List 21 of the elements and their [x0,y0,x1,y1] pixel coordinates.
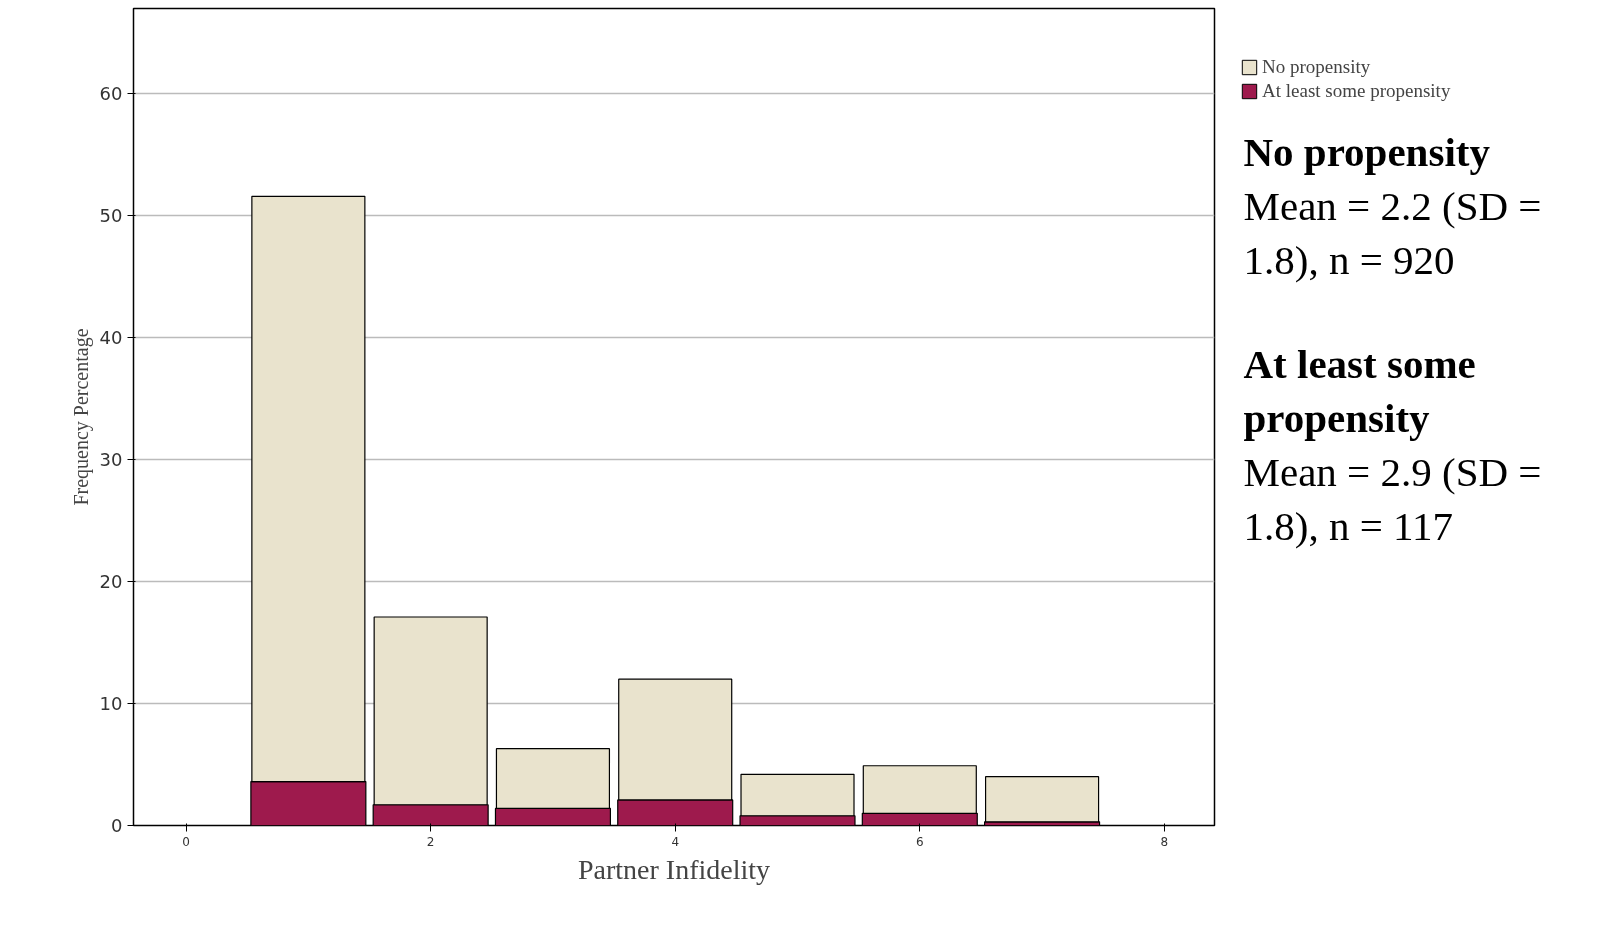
x-tick-label: 2 [426,834,435,849]
y-tick-label: 20 [99,571,123,593]
x-axis-title: Partner Infidelity [577,853,771,885]
text: Mean = 2.9 (SD = 1.8), n = 117 [1243,448,1542,549]
x-tick-label: 4 [671,834,680,849]
text: Mean = 2.2 (SD = 1.8), n = 920 [1243,182,1542,283]
x-tick-label: 6 [915,834,924,849]
y-tick-label: 30 [99,449,123,471]
legend-label: No propensity [1262,56,1371,78]
y-tick-label: 0 [111,815,123,836]
legend-label: At least some propensity [1262,80,1451,102]
y-tick-label: 60 [99,83,123,105]
y-tick-label: 40 [99,327,123,349]
y-tick-label: 10 [99,693,123,715]
x-tick-label: 0 [182,834,190,849]
bar [984,776,1100,823]
x-tick-label: 8 [1160,834,1169,849]
y-axis-title: Frequency Percentage [69,328,93,506]
text: No propensity [1243,128,1491,175]
text: At least some propensity [1243,340,1476,441]
y-tick-label: 50 [99,205,123,227]
